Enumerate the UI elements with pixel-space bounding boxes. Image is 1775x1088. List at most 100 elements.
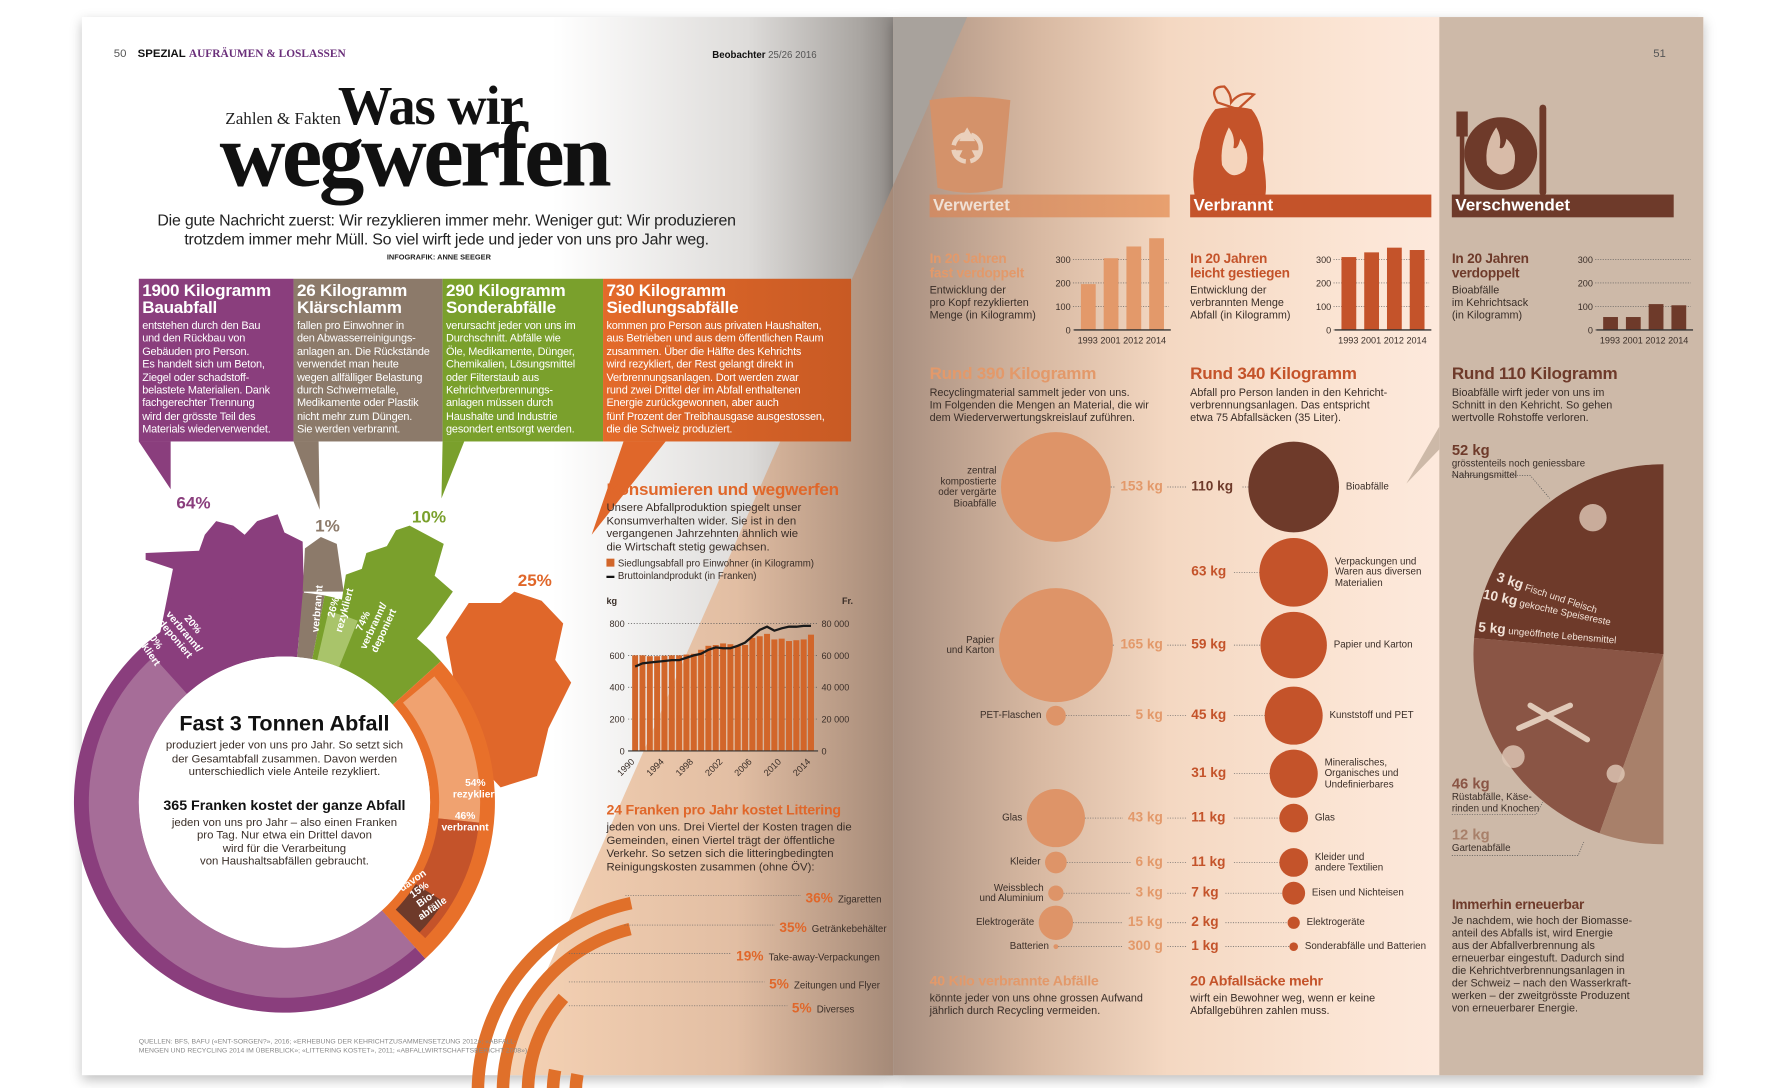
bar-1999 (698, 649, 705, 751)
littering-item: 19% Take-away-Verpackungen (736, 946, 880, 966)
recycled-bubble (998, 588, 1113, 703)
center-text: produziert jeder von uns pro Jahr. So se… (165, 739, 404, 779)
bio-segment-1 (1473, 637, 1664, 834)
recycled-value: 5 kg (1135, 706, 1163, 723)
littering-arc-2 (521, 993, 569, 1088)
mini-bar-2012 (1126, 246, 1142, 330)
recycled-value: 300 g (1127, 937, 1163, 954)
legend-label: Siedlungsabfall pro Einwohner (in Kilogr… (617, 557, 815, 569)
magazine-name: Beobachter (712, 48, 766, 61)
bar-2004 (734, 645, 741, 751)
x-tick-label: 1993 (1078, 336, 1098, 346)
bar-2011 (786, 641, 792, 751)
burnt-value: 110 kg (1191, 477, 1234, 494)
callout-special (441, 441, 465, 499)
x-tick-label: 1993 (1338, 336, 1358, 346)
x-tick-label: 2014 (1146, 336, 1166, 346)
burnt-label: Bioabfälle (1345, 480, 1389, 492)
kicker: Zahlen & Fakten (225, 110, 341, 129)
burnt-label: Verpackungen und Waren aus diversen Mate… (1334, 554, 1422, 588)
littering-label: Take-away-Verpackungen (768, 951, 880, 963)
littering-pct: 19% (736, 947, 764, 964)
y2-tick-label: 0 (821, 746, 826, 756)
bio-callout (1406, 426, 1440, 484)
littering-pct: 5% (791, 1000, 812, 1017)
share-bau: 64% (176, 493, 211, 514)
y2-tick-label: 40 000 (821, 683, 849, 693)
credit: INFOGRAFIK: ANNE SEEGER (386, 253, 491, 262)
recycled-value: 153 kg (1120, 477, 1163, 494)
littering-label: Getränkebehälter (811, 922, 887, 935)
bar-2008 (764, 633, 771, 751)
burnt-value: 11 kg (1191, 853, 1226, 870)
box-title: 1900 Kilogramm Bauabfall (142, 281, 271, 318)
mini-bar-1993 (1080, 284, 1096, 330)
bar-1993 (654, 656, 661, 751)
box-text: verursacht jeder von uns im Durchschnitt… (446, 319, 576, 437)
title-line2: wegwerfen (219, 105, 612, 206)
bar-1995 (668, 655, 675, 751)
burnt-bubble (1260, 611, 1327, 679)
burnt-bubble (1289, 942, 1299, 951)
recycled-bubble (1048, 885, 1064, 901)
burnt-value: 7 kg (1191, 884, 1219, 900)
burnt-bubble (1279, 848, 1309, 877)
littering-item: 5% Zeitungen und Flyer (769, 974, 880, 994)
ring-label-muni-burnt: 46% verbrannt (441, 810, 489, 833)
mini-bar-2012 (1386, 247, 1402, 330)
burnt-label: Glas (1314, 811, 1335, 823)
food-silhouette-icon (1606, 764, 1625, 783)
plate-fire-icon (1456, 104, 1547, 196)
y-tick-label: 400 (609, 683, 624, 693)
bar-1998 (690, 653, 697, 751)
burnt-label: Elektrogeräte (1306, 916, 1365, 928)
mini-bar-2012 (1648, 304, 1664, 330)
share-special: 10% (411, 507, 447, 527)
burnt-value: 31 kg (1191, 764, 1227, 781)
recycled-bubble (1045, 705, 1066, 726)
food-silhouette-icon (1579, 504, 1607, 532)
recycled-value: 15 kg (1127, 913, 1163, 930)
recycled-value: 6 kg (1135, 853, 1163, 870)
burnt-value: 11 kg (1191, 808, 1226, 825)
y-tick-label: 200 (609, 715, 624, 725)
littering-arc-1 (496, 922, 632, 1088)
burnt-label: Papier und Karton (1333, 638, 1413, 650)
y-tick-label: 100 (1055, 302, 1070, 312)
mini-bar-2014 (1671, 305, 1687, 330)
box-sonderabfaelle: 290 Kilogramm Sonderabfälle verursacht je… (442, 278, 604, 442)
x-tick-label: 2014 (1406, 336, 1426, 346)
y-tick-label: 200 (1055, 278, 1070, 288)
recycled-headline: Rund 390 Kilogramm (929, 364, 1097, 384)
recycled-bubble (1000, 432, 1111, 542)
bar-1990 (632, 655, 639, 751)
recycled-bubble (1053, 944, 1059, 950)
bar-2005 (742, 645, 749, 751)
box-text: kommen pro Person aus privaten Haushalte… (606, 319, 825, 437)
mini-chart-title-recycled: In 20 Jahren fast verdoppelt (929, 250, 1025, 282)
box-text: entstehen durch den Bau und den Rückbau … (142, 319, 271, 437)
y2-axis-label: Fr. (842, 596, 853, 606)
sludge-silhouette (302, 537, 344, 592)
band-verbrannt: Verbrannt (1190, 194, 1432, 218)
recycled-value: 43 kg (1127, 808, 1163, 825)
legend-item-bars: Siedlungsabfall pro Einwohner (in Kilogr… (606, 558, 814, 571)
garden-label: Gartenabfälle (1451, 841, 1511, 854)
y-tick-label: 600 (609, 651, 624, 661)
recycled-label: Papier und Karton (946, 633, 995, 656)
bar-2006 (749, 637, 756, 751)
center-title2: 365 Franken kostet der ganze Abfall (163, 797, 406, 813)
mini-bar-1993 (1603, 317, 1618, 330)
burnt-value: 59 kg (1191, 636, 1227, 652)
band-verschwendet: Verschwendet (1451, 194, 1674, 218)
callout-municipal (591, 441, 666, 535)
burnt-headline: Rund 340 Kilogramm (1190, 364, 1357, 384)
box-title: 290 Kilogramm Sonderabfälle (446, 281, 566, 318)
burnt-label: Sonderabfälle und Batterien (1304, 940, 1427, 952)
recycled-value: 3 kg (1135, 884, 1163, 900)
